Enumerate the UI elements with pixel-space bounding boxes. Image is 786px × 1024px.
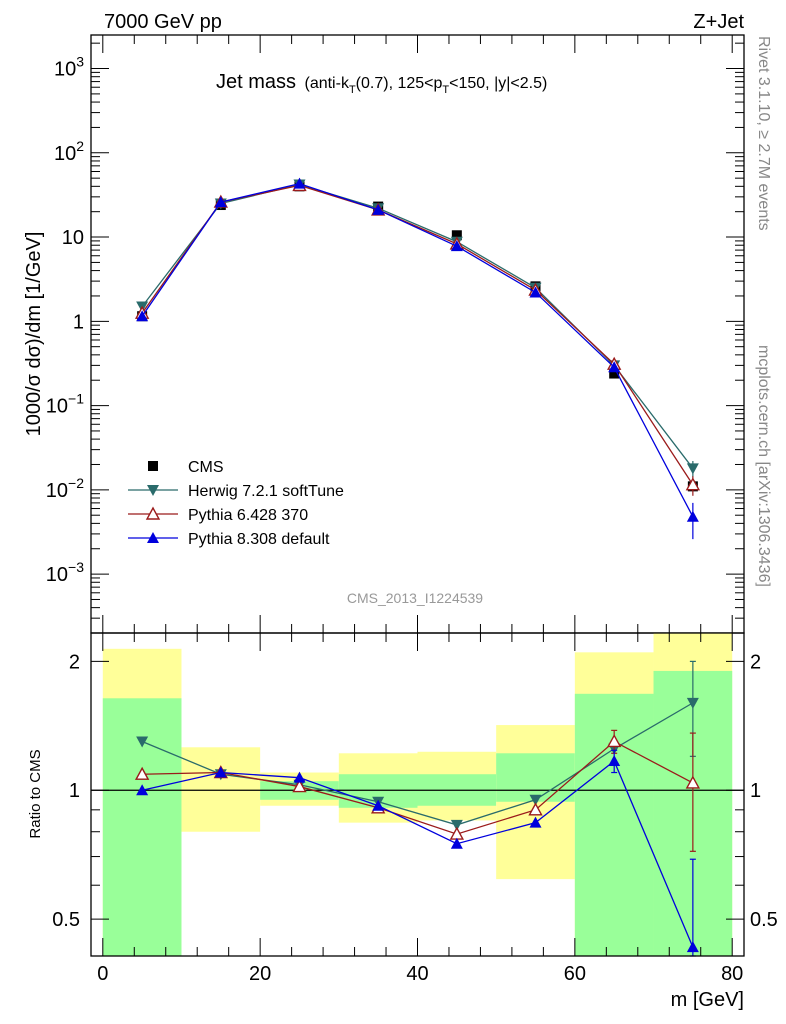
data-point	[685, 477, 701, 491]
series-1	[136, 179, 699, 478]
chart-subtitle-part-3: <150, |y|<2.5)	[449, 75, 547, 92]
chart-subtitle-part-1: (anti-k	[304, 75, 349, 92]
ratio-y-tick-label-left: 2	[69, 651, 80, 673]
data-point	[451, 230, 462, 241]
legend-entry: Pythia 8.308 default	[128, 531, 330, 548]
ratio-panel: 2 2 1 1 0.5 0.5 0 20 40 60 80 Ratio to CMS m [GeV…	[27, 632, 778, 1011]
ratio-line	[141, 760, 694, 948]
ratio-y-tick-labels: 2 2 1 1 0.5 0.5	[52, 651, 778, 931]
band-yellow	[181, 747, 261, 832]
main-y-tick-label: 102	[54, 138, 84, 165]
x-tick-label: 20	[249, 963, 271, 985]
series-2	[134, 177, 701, 496]
x-tick-label: 40	[406, 963, 428, 985]
legend-label: Pythia 6.428 370	[188, 507, 308, 524]
ratio-point	[607, 734, 622, 748]
band-green	[496, 753, 575, 802]
main-y-tick-label: 1	[73, 311, 84, 333]
main-y-axis-label: 1000/σ dσ)/dm [1/GeV]	[23, 232, 45, 437]
legend-marker	[145, 506, 161, 520]
legend-entry: CMS	[148, 459, 224, 476]
chart-subtitle-sub-1: T	[349, 84, 356, 96]
ratio-point	[450, 837, 463, 849]
chart-subtitle-part-2: (0.7), 125<p	[356, 75, 443, 92]
data-point	[136, 310, 149, 322]
data-point	[372, 203, 385, 215]
ratio-point	[372, 799, 385, 811]
ratio-point	[293, 771, 306, 783]
chart-subtitle-sub-2: T	[442, 84, 449, 96]
series-line	[141, 184, 694, 486]
legend-label: Pythia 8.308 default	[188, 531, 330, 548]
ratio-y-tick-label-left: 0.5	[52, 909, 80, 931]
ratio-y-axis-label: Ratio to CMS	[27, 749, 44, 838]
legend-label: CMS	[188, 459, 224, 476]
main-y-tick-label: 10−2	[46, 475, 84, 502]
main-ticks	[91, 35, 744, 634]
ratio-point	[686, 697, 699, 709]
ratio-x-tick-labels: 0 20 40 60 80	[97, 963, 743, 985]
x-tick-label: 60	[564, 963, 586, 985]
ratio-point	[685, 775, 701, 789]
ratio-point	[292, 779, 307, 793]
watermark: CMS_2013_I1224539	[347, 590, 483, 606]
main-y-tick-label: 10−1	[46, 391, 84, 418]
data-point	[686, 510, 699, 522]
ratio-y-tick-label-left: 1	[69, 780, 80, 802]
legend-marker	[147, 485, 159, 496]
ratio-point	[529, 794, 542, 806]
ratio-ticks	[91, 633, 744, 956]
ratio-point	[134, 766, 150, 780]
data-point	[608, 361, 621, 373]
ratio-line	[142, 740, 694, 835]
main-y-tick-label: 103	[54, 54, 84, 81]
main-y-tick-label: 10	[62, 227, 84, 249]
main-data-layer	[134, 177, 701, 540]
legend: CMS Herwig 7.2.1 softTune Pythia 6.428 370…	[128, 459, 344, 548]
chart-title: Jet mass (anti-kT(0.7), 125<pT<150, |y|<…	[216, 71, 547, 96]
ratio-point	[136, 736, 149, 748]
x-tick-label: 80	[721, 963, 743, 985]
x-tick-label: 0	[97, 963, 108, 985]
data-point	[529, 286, 542, 298]
ratio-point	[214, 766, 227, 778]
chart-title-main: Jet mass	[216, 71, 296, 93]
x-axis-label: m [GeV]	[671, 989, 744, 1011]
main-y-tick-label: 10−3	[46, 559, 84, 586]
data-point	[450, 240, 463, 252]
ratio-point	[449, 826, 465, 840]
mcplots-label: mcplots.cern.ch [arXiv:1306.3436]	[755, 345, 772, 587]
legend-marker	[147, 532, 159, 543]
process-label: Z+Jet	[693, 11, 744, 33]
rivet-label: Rivet 3.1.10, ≥ 2.7M events	[755, 36, 772, 231]
ratio-point	[528, 802, 543, 816]
series-3	[136, 177, 699, 540]
ratio-y-tick-label-right: 2	[750, 651, 761, 673]
ratio-point	[450, 819, 463, 831]
data-point	[214, 196, 227, 208]
ratio-bands	[91, 633, 744, 956]
data-point	[686, 463, 699, 475]
ratio-line	[141, 702, 694, 826]
legend-entry: Herwig 7.2.1 softTune	[128, 483, 344, 500]
ratio-point	[686, 941, 699, 953]
ratio-point	[529, 816, 542, 828]
energy-label: 7000 GeV pp	[104, 11, 222, 33]
legend-marker	[148, 461, 158, 471]
data-point	[293, 177, 306, 189]
data-point	[609, 368, 620, 379]
ratio-point	[608, 755, 621, 767]
series-line	[141, 183, 694, 518]
ratio-point	[136, 784, 149, 796]
legend-label: Herwig 7.2.1 softTune	[188, 483, 344, 500]
ratio-y-tick-label-right: 0.5	[750, 909, 778, 931]
ratio-series-2	[136, 749, 699, 957]
legend-entry: Pythia 6.428 370	[128, 506, 308, 524]
ratio-y-tick-label-right: 1	[750, 780, 761, 802]
ratio-data-layer	[134, 660, 701, 957]
